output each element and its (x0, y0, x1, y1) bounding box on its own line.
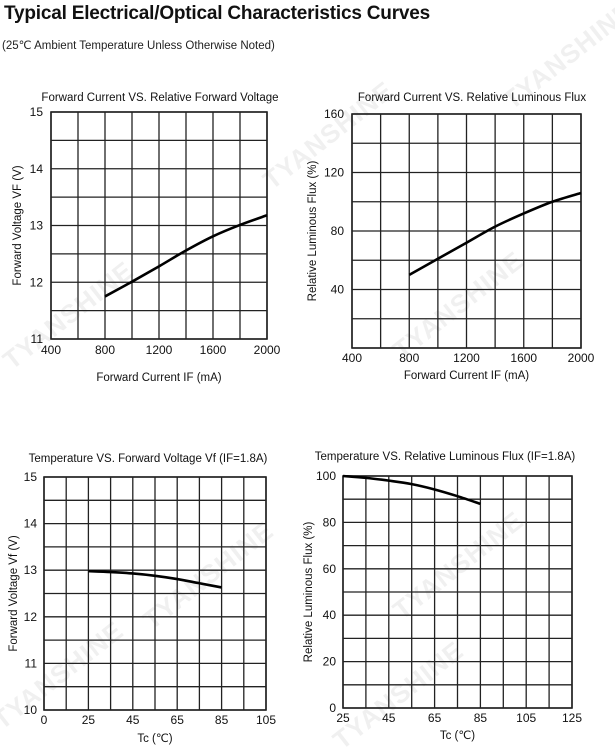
x-tick-label: 1600 (510, 351, 537, 365)
y-tick-label: 15 (24, 470, 38, 484)
y-tick-label: 20 (323, 655, 337, 669)
y-tick-label: 40 (331, 283, 345, 297)
y-tick-label: 14 (30, 162, 44, 176)
x-tick-label: 105 (256, 713, 276, 727)
y-axis-label: Relative Luminous Flux (%) (307, 161, 319, 302)
y-tick-label: 40 (323, 608, 337, 622)
x-tick-label: 400 (41, 343, 61, 357)
y-tick-label: 60 (323, 562, 337, 576)
y-axis-label: Forward Voltage VF (V) (12, 165, 24, 285)
x-tick-label: 105 (516, 711, 536, 725)
x-tick-label: 0 (41, 713, 48, 727)
x-tick-label: 400 (342, 351, 362, 365)
x-tick-label: 1200 (146, 343, 173, 357)
x-tick-label: 800 (399, 351, 419, 365)
chart-tc-vf: Temperature VS. Forward Voltage Vf (IF=1… (8, 453, 276, 745)
x-tick-label: 45 (126, 713, 140, 727)
y-tick-label: 11 (25, 656, 38, 670)
y-axis-label: Relative Luminous Flux (%) (303, 522, 315, 663)
y-tick-label: 160 (324, 107, 344, 121)
x-tick-label: 45 (382, 711, 396, 725)
chart-title: Forward Current VS. Relative Forward Vol… (41, 92, 278, 104)
x-tick-label: 85 (215, 713, 229, 727)
x-tick-label: 1200 (453, 351, 480, 365)
y-tick-label: 0 (329, 701, 336, 715)
chart-title: Temperature VS. Relative Luminous Flux (… (315, 451, 576, 463)
x-tick-label: 65 (171, 713, 185, 727)
x-tick-label: 65 (428, 711, 442, 725)
x-tick-label: 800 (95, 343, 115, 357)
y-tick-label: 11 (31, 332, 44, 346)
y-tick-label: 15 (30, 105, 44, 119)
y-tick-label: 100 (316, 469, 336, 483)
x-axis-label: Forward Current IF (mA) (96, 372, 221, 384)
x-axis-label: Tc (℃) (440, 730, 475, 742)
x-tick-label: 85 (474, 711, 488, 725)
x-tick-label: 25 (336, 711, 350, 725)
y-tick-label: 13 (30, 219, 44, 233)
x-tick-label: 2000 (568, 351, 595, 365)
x-tick-label: 125 (562, 711, 582, 725)
y-tick-label: 80 (331, 224, 345, 238)
x-axis-label: Forward Current IF (mA) (404, 370, 529, 382)
x-tick-label: 2000 (254, 343, 281, 357)
y-tick-label: 120 (324, 166, 344, 180)
y-axis-label: Forward Voltage Vf (V) (8, 535, 20, 651)
x-axis-label: Tc (℃) (137, 733, 172, 745)
y-tick-label: 13 (24, 563, 38, 577)
x-tick-label: 25 (82, 713, 96, 727)
chart-title: Forward Current VS. Relative Luminous Fl… (358, 92, 586, 104)
chart-if-vf: Forward Current VS. Relative Forward Vol… (12, 92, 281, 384)
y-tick-label: 80 (323, 515, 337, 529)
chart-title: Temperature VS. Forward Voltage Vf (IF=1… (29, 453, 268, 465)
x-tick-label: 1600 (200, 343, 227, 357)
chart-if-flux: Forward Current VS. Relative Luminous Fl… (307, 92, 595, 382)
chart-tc-flux: Temperature VS. Relative Luminous Flux (… (303, 451, 582, 742)
y-tick-label: 10 (24, 703, 38, 717)
y-tick-label: 12 (24, 610, 38, 624)
y-tick-label: 12 (30, 275, 44, 289)
y-tick-label: 14 (24, 517, 38, 531)
